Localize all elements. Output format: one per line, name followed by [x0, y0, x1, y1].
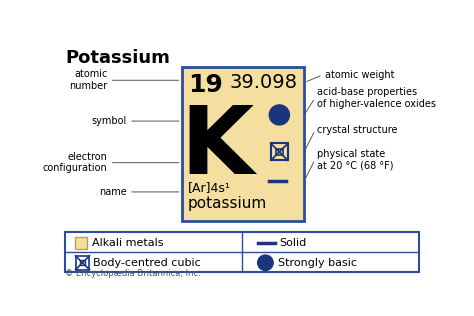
Text: symbol: symbol — [91, 116, 127, 126]
Text: K: K — [180, 102, 253, 194]
Text: Strongly basic: Strongly basic — [278, 258, 357, 268]
Text: potassium: potassium — [188, 196, 267, 211]
Bar — [65, 232, 419, 272]
Text: [Ar]4s¹: [Ar]4s¹ — [188, 181, 231, 194]
Text: physical state
at 20 °C (68 °F): physical state at 20 °C (68 °F) — [317, 149, 394, 170]
Text: 39.098: 39.098 — [230, 73, 298, 92]
Text: crystal structure: crystal structure — [317, 125, 398, 135]
Text: atomic weight: atomic weight — [325, 70, 394, 80]
Bar — [271, 143, 288, 160]
Bar — [75, 237, 87, 249]
Text: acid-base properties
of higher-valence oxides: acid-base properties of higher-valence o… — [317, 87, 437, 109]
Bar — [276, 149, 283, 155]
Circle shape — [258, 255, 273, 270]
Circle shape — [269, 105, 290, 125]
Text: 19: 19 — [188, 73, 223, 97]
Text: Potassium: Potassium — [65, 49, 170, 67]
Text: Body-centred cubic: Body-centred cubic — [93, 258, 201, 268]
Text: electron
configuration: electron configuration — [43, 152, 107, 173]
Text: Alkali metals: Alkali metals — [92, 238, 164, 248]
Text: Solid: Solid — [279, 238, 307, 248]
Bar — [80, 260, 85, 265]
Text: © Encyclopædia Britannica, Inc.: © Encyclopædia Britannica, Inc. — [65, 269, 201, 278]
Bar — [75, 256, 90, 270]
Text: name: name — [99, 187, 127, 197]
Text: atomic
number: atomic number — [69, 70, 107, 91]
Bar — [182, 67, 304, 221]
